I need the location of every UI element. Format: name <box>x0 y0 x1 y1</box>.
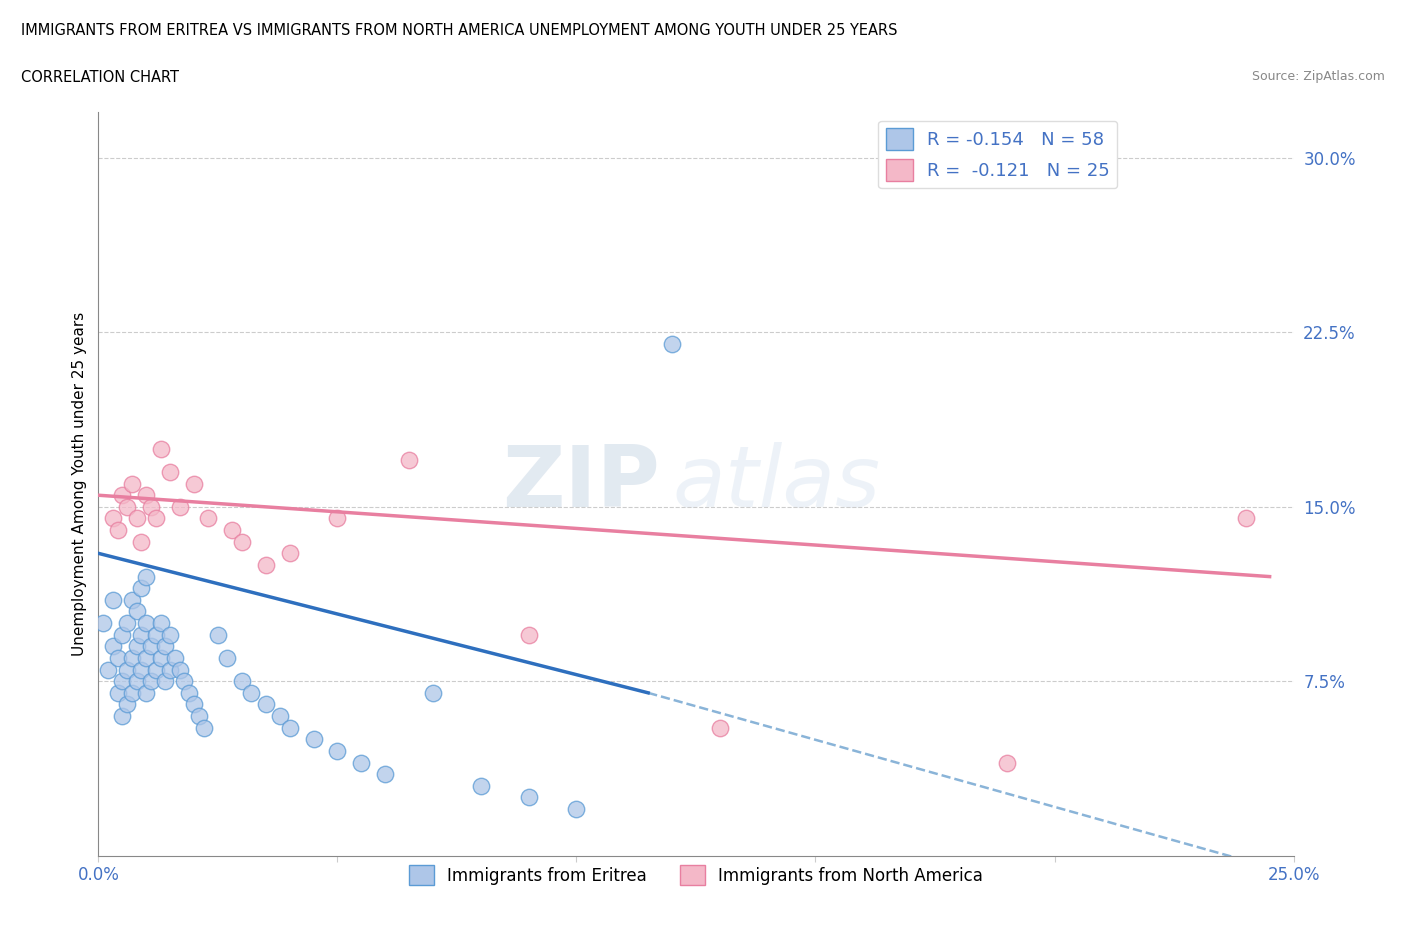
Point <box>107 685 129 700</box>
Point <box>254 558 277 573</box>
Point <box>135 651 157 666</box>
Point <box>135 616 157 631</box>
Point <box>135 569 157 584</box>
Point <box>709 720 731 735</box>
Point <box>221 523 243 538</box>
Point <box>159 465 181 480</box>
Point <box>121 651 143 666</box>
Point <box>91 616 114 631</box>
Point <box>173 673 195 688</box>
Point <box>107 523 129 538</box>
Point <box>139 673 162 688</box>
Point <box>155 673 177 688</box>
Point <box>155 639 177 654</box>
Point <box>131 662 153 677</box>
Point <box>121 476 143 491</box>
Point <box>187 709 209 724</box>
Point <box>139 499 162 514</box>
Point <box>125 639 148 654</box>
Point <box>131 534 153 549</box>
Point <box>139 639 162 654</box>
Point <box>517 790 540 805</box>
Text: atlas: atlas <box>672 442 880 525</box>
Point <box>125 512 148 526</box>
Text: Source: ZipAtlas.com: Source: ZipAtlas.com <box>1251 70 1385 83</box>
Point <box>101 639 124 654</box>
Text: IMMIGRANTS FROM ERITREA VS IMMIGRANTS FROM NORTH AMERICA UNEMPLOYMENT AMONG YOUT: IMMIGRANTS FROM ERITREA VS IMMIGRANTS FR… <box>21 23 897 38</box>
Point <box>121 685 143 700</box>
Point <box>135 488 157 503</box>
Point <box>217 651 239 666</box>
Point <box>163 651 186 666</box>
Point <box>398 453 420 468</box>
Point <box>278 546 301 561</box>
Text: ZIP: ZIP <box>502 442 661 525</box>
Point <box>145 628 167 643</box>
Point <box>115 499 138 514</box>
Point <box>995 755 1018 770</box>
Point <box>97 662 120 677</box>
Point <box>149 442 172 457</box>
Point <box>101 592 124 607</box>
Point <box>278 720 301 735</box>
Point <box>111 673 134 688</box>
Point <box>107 651 129 666</box>
Point <box>231 673 253 688</box>
Point <box>350 755 373 770</box>
Point <box>326 744 349 759</box>
Point <box>145 662 167 677</box>
Point <box>159 628 181 643</box>
Point <box>115 662 138 677</box>
Point <box>131 628 153 643</box>
Point <box>121 592 143 607</box>
Point <box>145 512 167 526</box>
Point <box>159 662 181 677</box>
Y-axis label: Unemployment Among Youth under 25 years: Unemployment Among Youth under 25 years <box>72 312 87 656</box>
Point <box>661 337 683 352</box>
Point <box>135 685 157 700</box>
Point <box>183 698 205 712</box>
Point <box>169 662 191 677</box>
Point <box>115 616 138 631</box>
Point <box>197 512 219 526</box>
Point <box>101 512 124 526</box>
Legend: Immigrants from Eritrea, Immigrants from North America: Immigrants from Eritrea, Immigrants from… <box>402 858 990 892</box>
Point <box>1234 512 1257 526</box>
Point <box>111 488 134 503</box>
Point <box>125 604 148 619</box>
Point <box>254 698 277 712</box>
Point <box>111 709 134 724</box>
Point <box>422 685 444 700</box>
Point <box>470 778 492 793</box>
Point <box>183 476 205 491</box>
Point <box>149 651 172 666</box>
Text: CORRELATION CHART: CORRELATION CHART <box>21 70 179 85</box>
Point <box>269 709 291 724</box>
Point <box>240 685 263 700</box>
Point <box>207 628 229 643</box>
Point <box>326 512 349 526</box>
Point <box>517 628 540 643</box>
Point <box>179 685 201 700</box>
Point <box>131 580 153 596</box>
Point <box>149 616 172 631</box>
Point <box>565 802 588 817</box>
Point <box>302 732 325 747</box>
Point <box>193 720 215 735</box>
Point <box>125 673 148 688</box>
Point <box>231 534 253 549</box>
Point <box>111 628 134 643</box>
Point <box>374 766 396 781</box>
Point <box>169 499 191 514</box>
Point <box>115 698 138 712</box>
